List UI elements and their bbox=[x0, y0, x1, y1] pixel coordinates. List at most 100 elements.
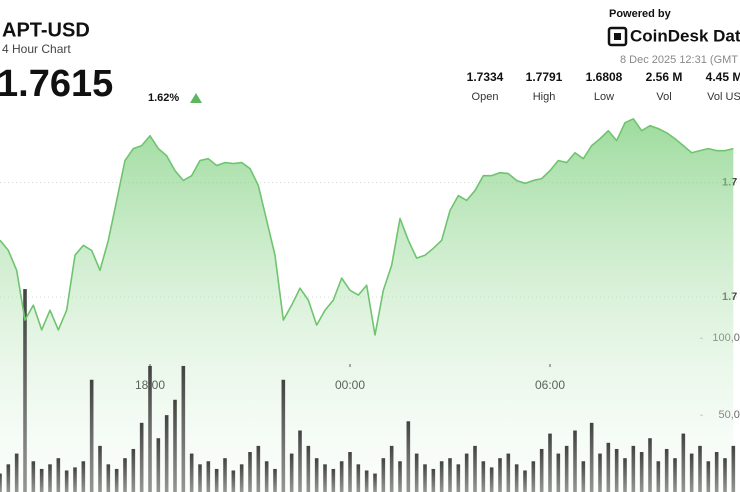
volume-bar bbox=[623, 458, 627, 492]
volume-bar bbox=[23, 289, 27, 492]
volume-bar bbox=[298, 430, 302, 492]
volume-bar bbox=[464, 453, 469, 492]
stat-label: Vol bbox=[656, 91, 671, 103]
volume-bar bbox=[439, 461, 444, 492]
volume-bar bbox=[273, 468, 277, 492]
volume-bar bbox=[31, 461, 36, 492]
volume-bar bbox=[331, 468, 336, 492]
header: APT-USD 4 Hour Chart 1.7615 1.62% Powere… bbox=[0, 8, 740, 105]
logo-icon bbox=[607, 26, 628, 47]
volume-bar bbox=[548, 433, 552, 492]
volume-bar bbox=[506, 453, 511, 492]
volume-bar bbox=[531, 461, 536, 492]
volume-bar bbox=[106, 464, 111, 492]
volume-bar bbox=[214, 468, 219, 492]
stat-value: 1.7334 bbox=[467, 70, 504, 84]
volume-bar bbox=[473, 445, 477, 492]
volume-bar bbox=[281, 379, 286, 492]
volume-bar bbox=[664, 448, 669, 492]
volume-bar bbox=[373, 473, 377, 492]
volume-bar bbox=[706, 461, 711, 492]
stat-label: High bbox=[533, 91, 556, 103]
volume-bar bbox=[239, 464, 244, 492]
volume-bar bbox=[231, 470, 236, 492]
change: 1.62% bbox=[148, 92, 179, 104]
volume-bar bbox=[723, 458, 727, 492]
volume-bar bbox=[631, 445, 636, 492]
volume-bar bbox=[598, 453, 602, 492]
stat-value: 1.7791 bbox=[526, 70, 563, 84]
stat-value: 4.45 M bbox=[706, 70, 740, 84]
symbol: APT-USD bbox=[2, 19, 90, 41]
volume-bar bbox=[73, 467, 77, 492]
volume-bar bbox=[656, 461, 661, 492]
stat-label: Low bbox=[594, 91, 614, 103]
volume-bar bbox=[156, 438, 161, 492]
volume-bar bbox=[139, 422, 144, 492]
volume-bar bbox=[14, 453, 19, 492]
stat-label: Open bbox=[472, 91, 499, 103]
volume-bar bbox=[381, 458, 386, 492]
volume-bar bbox=[181, 365, 186, 492]
volume-bar bbox=[731, 445, 736, 492]
volume-bar bbox=[514, 464, 519, 492]
volume-bar bbox=[606, 442, 611, 492]
volume-bar bbox=[123, 458, 127, 492]
volume-bar bbox=[481, 461, 486, 492]
volume-bar bbox=[614, 448, 619, 492]
volume-bar bbox=[173, 399, 177, 492]
volume-bar bbox=[81, 461, 86, 492]
volume-bar bbox=[673, 458, 677, 492]
volume-bar bbox=[498, 458, 502, 492]
stat-value: 1.6808 bbox=[586, 70, 623, 84]
volume-bar bbox=[581, 461, 586, 492]
volume-bar bbox=[148, 365, 152, 492]
volume-bar bbox=[314, 458, 319, 492]
stat-label: Vol US bbox=[707, 91, 740, 103]
stat-value: 2.56 M bbox=[646, 70, 683, 84]
volume-bar bbox=[414, 453, 419, 492]
volume-bar bbox=[56, 458, 61, 492]
volume-bar bbox=[448, 458, 452, 492]
volume-bar bbox=[639, 452, 644, 492]
volume-bar bbox=[689, 453, 694, 492]
logo-text: CoinDesk Data bbox=[630, 26, 740, 45]
powered-by: Powered by bbox=[609, 8, 672, 20]
volume-bar bbox=[389, 445, 394, 492]
volume-bar bbox=[206, 461, 211, 492]
volume-bar bbox=[164, 415, 169, 492]
volume-bar bbox=[339, 461, 344, 492]
volume-bar bbox=[323, 464, 327, 492]
volume-bar bbox=[189, 453, 194, 492]
volume-bar bbox=[256, 445, 261, 492]
volume-bar bbox=[6, 464, 11, 492]
volume-bar bbox=[64, 470, 69, 492]
plot-area: 1.71.7100,0050,0018:0000:0006:00 bbox=[0, 118, 740, 492]
volume-bar bbox=[348, 452, 352, 492]
timestamp: 8 Dec 2025 12:31 (GMT bbox=[620, 54, 738, 66]
volume-bar bbox=[681, 433, 686, 492]
volume-bar bbox=[714, 452, 719, 492]
volume-bar bbox=[248, 452, 252, 492]
volume-bar bbox=[539, 448, 544, 492]
subtitle: 4 Hour Chart bbox=[2, 42, 71, 56]
volume-bar bbox=[589, 422, 594, 492]
volume-bar bbox=[364, 470, 369, 492]
volume-bar bbox=[406, 421, 411, 492]
volume-bar bbox=[423, 464, 427, 492]
volume-bar bbox=[698, 445, 702, 492]
volume-bar bbox=[456, 464, 461, 492]
volume-bar bbox=[223, 458, 227, 492]
area-fill bbox=[0, 118, 734, 492]
volume-bar bbox=[114, 468, 119, 492]
volume-bar bbox=[431, 468, 436, 492]
volume-bar bbox=[131, 448, 136, 492]
volume-bar bbox=[648, 438, 652, 492]
volume-bar bbox=[564, 445, 569, 492]
price-line bbox=[0, 118, 734, 336]
price: 1.7615 bbox=[0, 63, 113, 105]
volume-bar bbox=[289, 453, 294, 492]
volume-bar bbox=[198, 464, 202, 492]
